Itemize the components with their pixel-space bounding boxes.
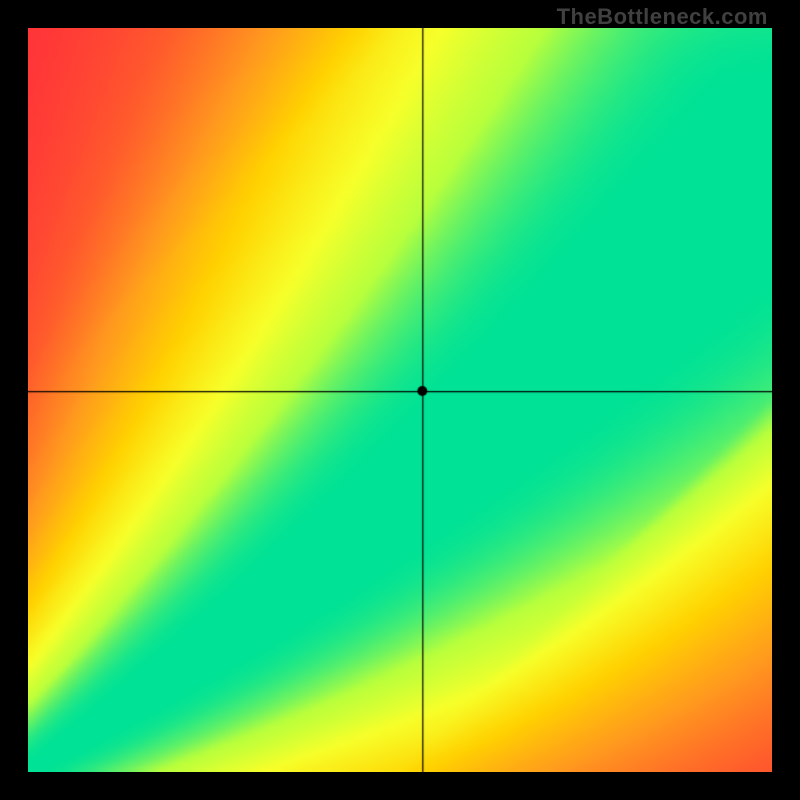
watermark-text: TheBottleneck.com [557, 4, 768, 30]
crosshair-overlay [28, 28, 772, 772]
chart-container: TheBottleneck.com [0, 0, 800, 800]
